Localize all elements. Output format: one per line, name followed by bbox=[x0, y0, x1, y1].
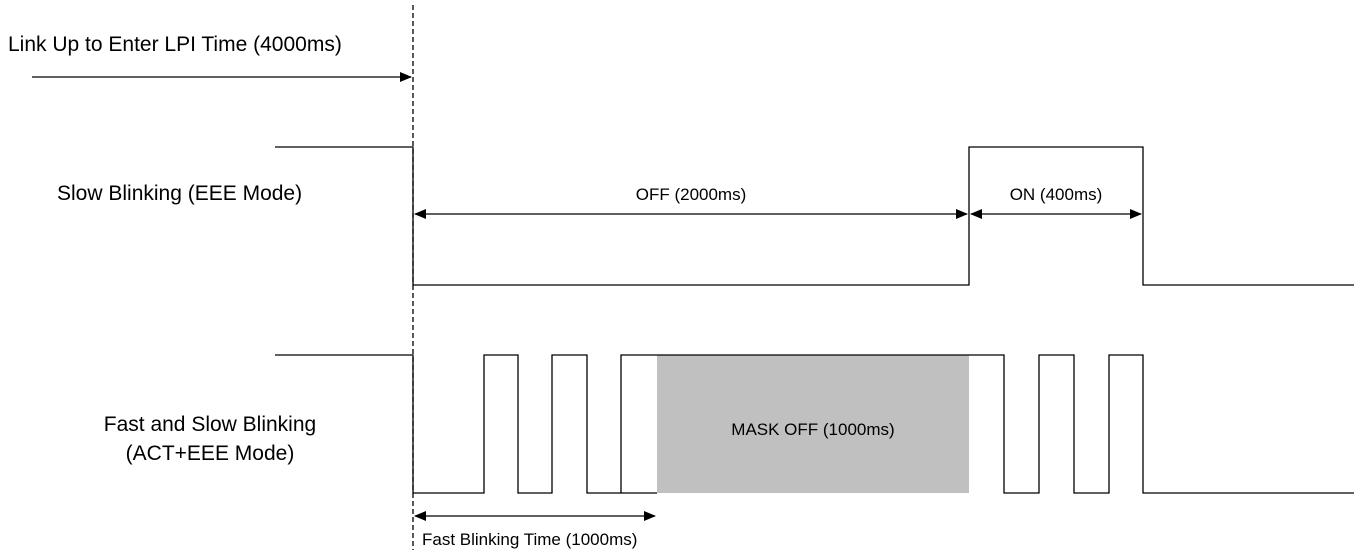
slow-blinking-waveform bbox=[275, 146, 1354, 286]
on-duration-label: ON (400ms) bbox=[1009, 185, 1103, 204]
mask-off-label: MASK OFF (1000ms) bbox=[731, 420, 895, 439]
link-up-label: Link Up to Enter LPI Time (4000ms) bbox=[8, 33, 342, 56]
off-duration-label: OFF (2000ms) bbox=[635, 185, 747, 204]
slow-blinking-label: Slow Blinking (EEE Mode) bbox=[57, 182, 303, 205]
fast-blinking-label-line2: (ACT+EEE Mode) bbox=[125, 442, 295, 465]
mask-off-region bbox=[657, 355, 969, 493]
fast-slow-blinking-waveform bbox=[275, 354, 1354, 494]
fast-blinking-time-label: Fast Blinking Time (1000ms) bbox=[422, 530, 638, 549]
fast-blinking-label-line1: Fast and Slow Blinking bbox=[103, 413, 317, 436]
